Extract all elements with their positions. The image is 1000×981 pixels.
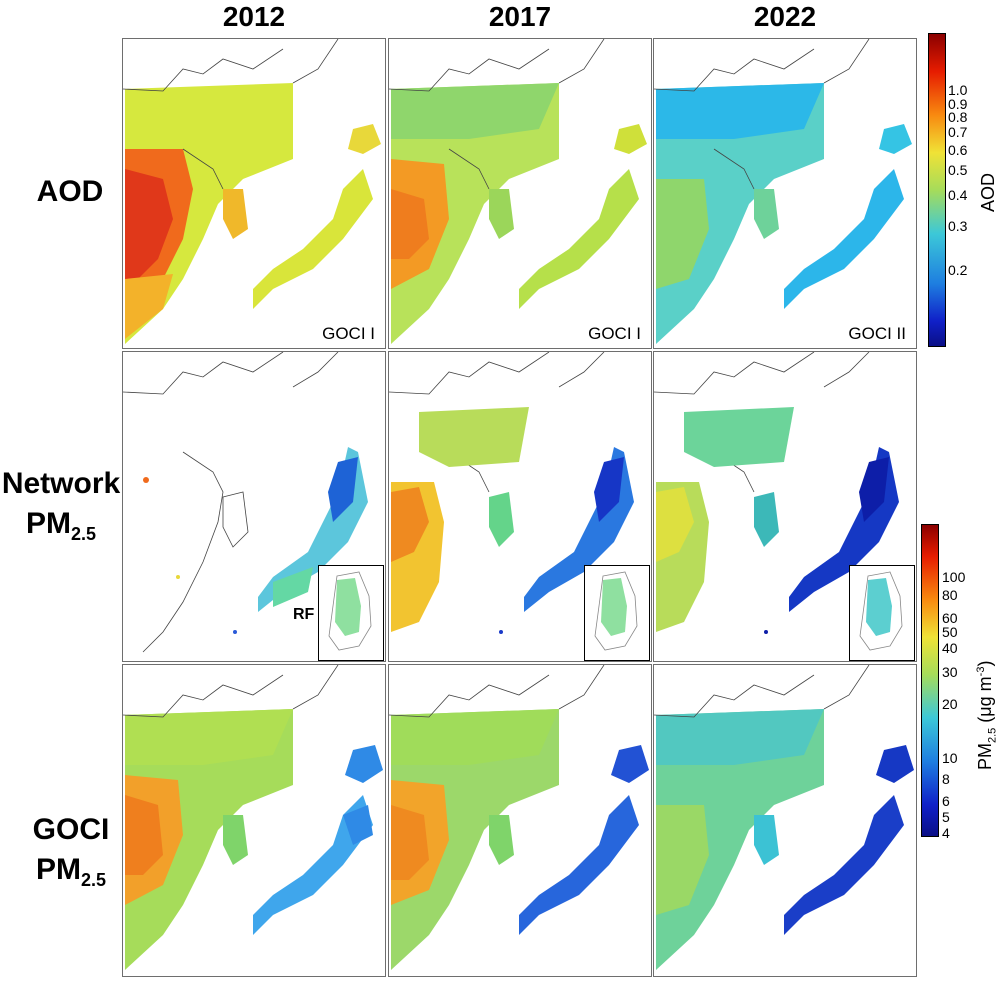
network-map-2022 <box>653 351 917 662</box>
aod-map-2022: GOCI II <box>653 38 917 349</box>
goci-pm-map-2012 <box>122 664 386 977</box>
sensor-label-2012: GOCI I <box>322 324 375 343</box>
goci-pm-map-2022 <box>653 664 917 977</box>
aod-map-2017-graphic <box>389 39 651 348</box>
network-map-2012: RF <box>122 351 386 662</box>
goci-pm-map-2017 <box>388 664 652 977</box>
aod-tick-0.3: 0.3 <box>948 218 968 234</box>
sensor-label-2022: GOCI II <box>848 324 906 343</box>
row-label-aod: AOD <box>20 172 120 212</box>
pm25-tick-10: 10 <box>942 750 958 766</box>
aod-colorbar-title: AOD <box>978 172 998 212</box>
row-label-network-line1: Network <box>1 467 121 500</box>
aod-tick-0.2: 0.2 <box>948 262 968 278</box>
aod-map-2022-graphic <box>654 39 916 348</box>
pm25-tick-4: 4 <box>942 825 950 841</box>
aod-tick-0.8: 0.8 <box>948 109 968 125</box>
pm25-tick-8: 8 <box>942 771 950 787</box>
pm25-colorbar <box>921 524 939 837</box>
row-label-goci: GOCI PM2.5 <box>20 810 122 900</box>
korea-inset-2022 <box>849 565 915 661</box>
pm25-tick-6: 6 <box>942 793 950 809</box>
goci-pm-map-2022-graphic <box>654 665 914 970</box>
network-map-2017-graphic <box>389 352 634 634</box>
pm25-tick-100: 100 <box>942 569 966 585</box>
row-label-aod-text: AOD <box>36 175 104 208</box>
inset-label-rf: RF <box>293 606 315 623</box>
korea-inset-2017-graphic <box>594 571 638 651</box>
pm25-tick-5: 5 <box>942 809 950 825</box>
row-label-goci-line1: GOCI <box>32 813 110 846</box>
pm25-tick-50: 50 <box>942 624 958 640</box>
korea-inset-2012-graphic <box>328 571 372 651</box>
korea-inset-2017 <box>584 565 650 661</box>
goci-pm-map-2012-graphic <box>123 665 383 970</box>
network-map-2017 <box>388 351 652 662</box>
aod-tick-0.4: 0.4 <box>948 187 968 203</box>
korea-inset-2022-graphic <box>859 571 903 651</box>
aod-map-2012-graphic <box>123 39 385 348</box>
aod-tick-1.0: 1.0 <box>948 82 968 98</box>
aod-tick-0.6: 0.6 <box>948 142 968 158</box>
pm25-tick-20: 20 <box>942 696 958 712</box>
row-label-goci-line2: PM2.5 <box>35 853 107 890</box>
row-label-network-line2: PM2.5 <box>25 507 97 544</box>
network-map-2012-graphic <box>123 352 368 653</box>
pm25-tick-60: 60 <box>942 610 958 626</box>
pm25-tick-40: 40 <box>942 640 958 656</box>
aod-tick-0.7: 0.7 <box>948 124 968 140</box>
sensor-label-2017: GOCI I <box>588 324 641 343</box>
network-map-2022-graphic <box>654 352 899 634</box>
pm25-tick-80: 80 <box>942 587 958 603</box>
aod-colorbar <box>928 33 946 347</box>
goci-pm-map-2017-graphic <box>389 665 649 970</box>
column-title-2012: 2012 <box>222 1 286 32</box>
aod-map-2012: GOCI I <box>122 38 386 349</box>
aod-map-2017: GOCI I <box>388 38 652 349</box>
row-label-network: Network PM2.5 <box>0 464 122 554</box>
aod-tick-0.9: 0.9 <box>948 96 968 112</box>
column-title-2017: 2017 <box>488 1 552 32</box>
column-title-2022: 2022 <box>753 1 817 32</box>
korea-inset-2012 <box>318 565 384 661</box>
pm25-colorbar-title: PM2.5 (μg m-3) <box>975 660 999 770</box>
aod-tick-0.5: 0.5 <box>948 162 968 178</box>
pm25-tick-30: 30 <box>942 664 958 680</box>
